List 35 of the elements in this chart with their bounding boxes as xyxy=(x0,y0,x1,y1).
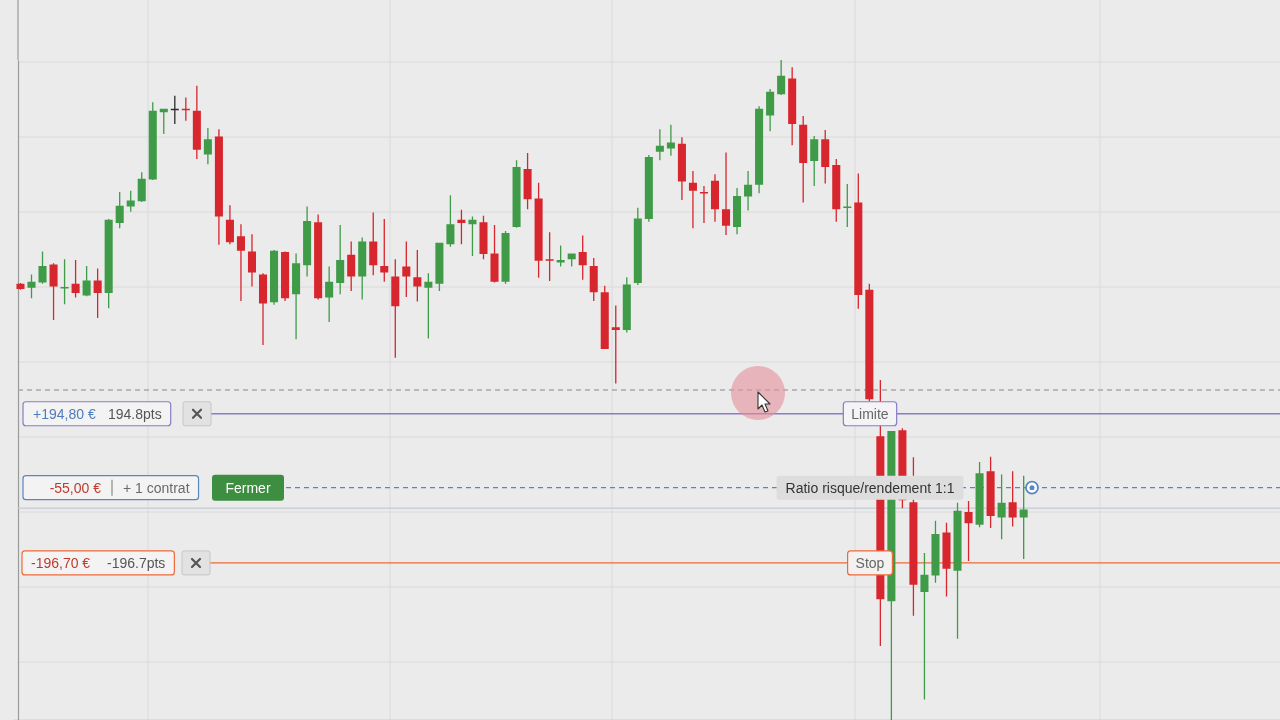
candlestick xyxy=(247,234,257,287)
candlestick xyxy=(490,225,499,283)
candlestick xyxy=(27,274,36,299)
candlestick xyxy=(192,85,201,159)
candlestick xyxy=(225,205,234,245)
candlestick xyxy=(942,522,951,597)
ref-line-label: Stop xyxy=(855,554,885,571)
candlestick xyxy=(777,60,786,95)
annotation: Fermer xyxy=(225,479,271,496)
annotation: -196,70 € xyxy=(31,554,91,571)
candlestick xyxy=(733,188,742,235)
candlestick xyxy=(744,170,753,211)
candlestick xyxy=(479,215,488,260)
candlestick xyxy=(666,124,675,156)
candlestick xyxy=(722,152,731,235)
candlestick xyxy=(236,224,245,301)
candlestick xyxy=(766,89,775,132)
annotation: +194,80 € xyxy=(33,405,96,422)
candlestick xyxy=(931,520,940,583)
candlestick xyxy=(258,273,268,346)
candlestick xyxy=(699,186,708,224)
ref-line-label: Limite xyxy=(851,405,889,422)
candlestick xyxy=(677,137,686,200)
candlestick xyxy=(655,129,664,161)
candlestick xyxy=(710,174,720,222)
annotation: 194.8pts xyxy=(108,405,162,422)
candlestick xyxy=(688,170,697,229)
candlestick xyxy=(203,127,212,165)
annotation: + 1 contrat xyxy=(123,479,190,496)
candlestick xyxy=(303,206,312,277)
annotation: -196.7pts xyxy=(107,554,166,571)
annotation: Ratio risque/rendement 1:1 xyxy=(785,479,955,496)
candlestick xyxy=(292,253,301,340)
annotation: -55,00 € xyxy=(49,479,102,496)
candlestick xyxy=(38,251,47,284)
